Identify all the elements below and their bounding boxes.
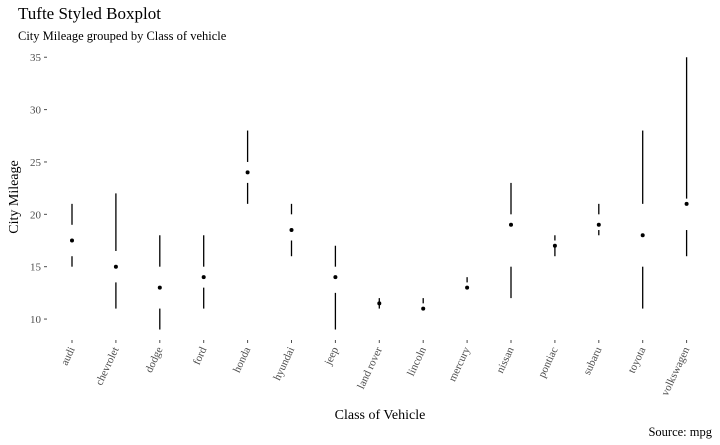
x-tick-label: volkswagen — [659, 345, 692, 398]
median-point — [640, 233, 645, 238]
x-tick-label: honda — [231, 345, 253, 375]
x-tick-label: toyota — [626, 345, 649, 375]
median-point — [684, 201, 689, 206]
median-point — [509, 222, 513, 227]
x-tick-label: chevrolet — [93, 345, 121, 387]
median-point — [421, 306, 426, 311]
median-point — [113, 264, 118, 269]
median-point — [333, 275, 338, 280]
x-axis-title: Class of Vehicle — [335, 408, 426, 423]
y-tick-label: 30 — [30, 105, 42, 117]
x-tick-label: lincoln — [405, 345, 429, 378]
y-axis-title: City Mileage — [7, 160, 22, 234]
x-axis: audi chevrolet dodge ford honda hyundai jeep la… — [59, 340, 693, 398]
x-tick-label: hyundai — [271, 345, 297, 382]
y-tick-label: 20 — [30, 209, 42, 221]
x-tick-label: audi — [59, 345, 78, 367]
chart-caption: Source: mpg — [648, 425, 712, 439]
median-point — [245, 170, 250, 175]
x-tick-label: dodge — [143, 345, 165, 375]
y-tick-label: 15 — [30, 262, 42, 274]
plot-area — [70, 57, 689, 330]
x-tick-label: subaru — [581, 345, 604, 377]
median-point — [201, 275, 206, 280]
y-tick-label: 10 — [30, 314, 42, 326]
median-point — [157, 285, 162, 290]
x-tick-label: ford — [191, 345, 210, 367]
median-point — [289, 228, 294, 233]
y-axis: 10 15 20 25 30 35 — [30, 52, 47, 326]
x-tick-label: land rover — [355, 345, 385, 391]
x-tick-label: mercury — [446, 345, 473, 384]
chart-title: Tufte Styled Boxplot — [18, 4, 161, 23]
x-tick-label: nissan — [494, 345, 517, 375]
y-tick-label: 25 — [30, 157, 42, 169]
x-tick-label: pontiac — [536, 345, 561, 380]
x-tick-label: jeep — [322, 345, 341, 368]
median-point — [596, 222, 601, 227]
median-point — [552, 243, 557, 248]
chart-subtitle: City Mileage grouped by Class of vehicle — [18, 29, 227, 43]
median-point — [70, 238, 74, 243]
y-tick-label: 35 — [30, 52, 42, 64]
median-point — [465, 285, 470, 290]
median-point — [377, 301, 382, 306]
